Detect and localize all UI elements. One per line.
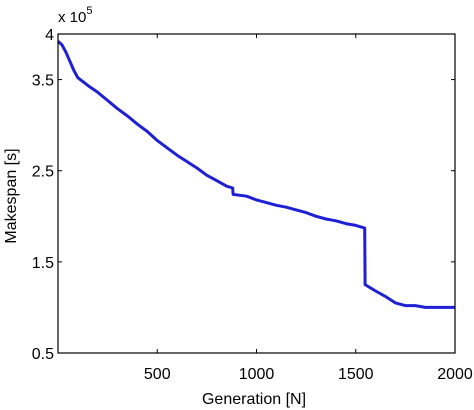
y-axis-multiplier: x 105 xyxy=(58,5,92,26)
plot-frame xyxy=(57,33,456,354)
x-axis-label: Generation [N] xyxy=(202,391,306,408)
y-tick-label-2.5: 2.5 xyxy=(32,164,54,181)
y-tick-label-0.5: 0.5 xyxy=(32,346,54,363)
x-tick-label-2000: 2000 xyxy=(437,366,473,383)
y-tick-label-3.5: 3.5 xyxy=(32,73,54,90)
ticks-layer xyxy=(58,33,456,354)
x-tick-label-1000: 1000 xyxy=(239,366,275,383)
y-axis-multiplier-base: x 10 xyxy=(58,9,86,26)
series-line-makespan xyxy=(56,40,455,309)
labels-layer: 500 1000 1500 2000 0.5 1.5 2.5 3.5 4 xyxy=(32,27,473,383)
y-tick-label-4: 4 xyxy=(45,27,54,44)
x-tick-label-1500: 1500 xyxy=(338,366,374,383)
y-axis-multiplier-exponent: 5 xyxy=(86,5,92,17)
x-tick-label-500: 500 xyxy=(144,366,171,383)
y-tick-label-1.5: 1.5 xyxy=(32,255,54,272)
y-axis-label: Makespan [s] xyxy=(3,148,20,243)
